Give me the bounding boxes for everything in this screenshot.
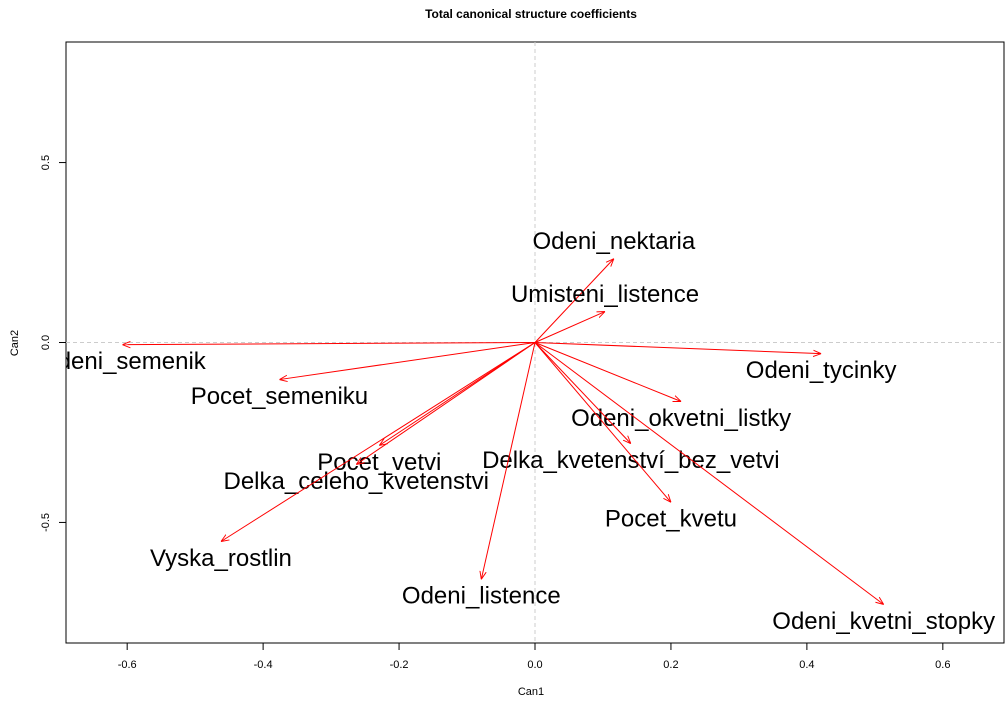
vector-arrow (356, 342, 536, 465)
vector-arrow (221, 342, 536, 542)
x-tick-label: -0.4 (254, 659, 273, 671)
vector-arrow (279, 342, 536, 380)
vector-label: Odeni_nektaria (532, 228, 695, 255)
vector-arrow (122, 343, 536, 345)
vector-label: Vyska_rostlin (150, 545, 292, 572)
y-tick-label: 0.0 (40, 335, 52, 350)
vector-arrow (534, 312, 605, 343)
vector-label: Odeni_listence (402, 583, 561, 610)
vector-label: Delka_kvetenství_bez_vetvi (482, 447, 780, 474)
vector-arrow (534, 259, 614, 343)
vector-label: Odeni_tycinky (746, 357, 897, 384)
y-axis-label: Can2 (9, 330, 21, 356)
x-tick-label: 0.2 (663, 659, 678, 671)
x-axis-label: Can1 (518, 686, 544, 698)
vector-label: Pocet_vetvi (317, 449, 441, 476)
vector-arrow (534, 342, 821, 354)
vector-arrow (534, 342, 681, 402)
x-tick-label: -0.2 (390, 659, 409, 671)
vector-label: Odeni_kvetni_stopky (772, 608, 995, 635)
y-tick-label: 0.5 (40, 155, 52, 170)
vector-label: Pocet_semeniku (191, 383, 368, 410)
vector-label: Pocet_kvetu (605, 506, 737, 533)
vector-arrow (534, 342, 631, 444)
vector-label: Odeni_okvetni_listky (571, 405, 791, 432)
x-tick-label: 0.6 (935, 659, 950, 671)
vector-label: Umisteni_listence (511, 281, 699, 308)
y-tick-label: -0.5 (40, 513, 52, 532)
chart-title: Total canonical structure coefficients (425, 7, 637, 21)
vector-label: Odeni_semenik (39, 348, 207, 375)
plot-area: Odeni_nektaria Umisteni_listence Odeni_sem… (39, 42, 1004, 643)
x-tick-label: 0.0 (527, 659, 542, 671)
vector-arrow (534, 342, 671, 503)
vector-arrow (481, 342, 536, 580)
x-tick-label: -0.6 (118, 659, 137, 671)
vector-label: Delka_celeho_kvetenstvi (223, 468, 489, 495)
x-tick-label: 0.4 (799, 659, 814, 671)
vector-arrow (534, 342, 884, 605)
